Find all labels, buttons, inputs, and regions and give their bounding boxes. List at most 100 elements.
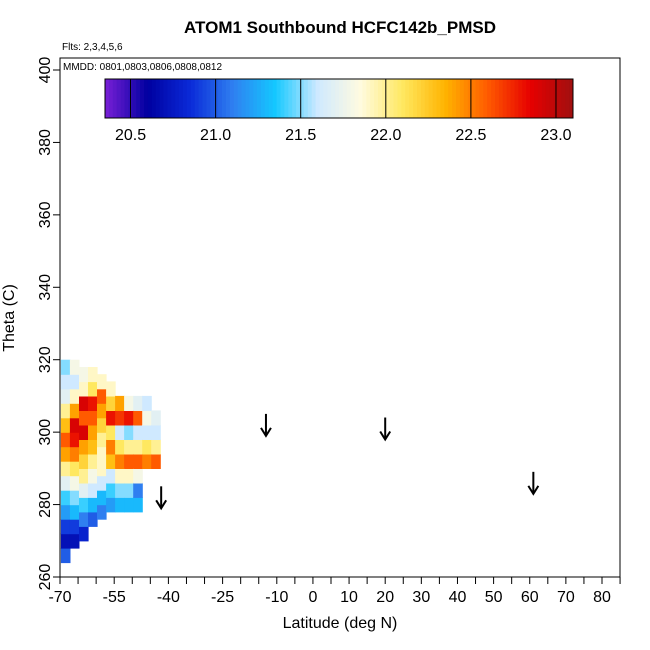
colorbar-swatch bbox=[198, 79, 203, 118]
colorbar-swatch bbox=[311, 79, 317, 118]
x-tick-label: 70 bbox=[557, 589, 575, 606]
heatmap-cell bbox=[60, 490, 71, 506]
x-tick-label: 60 bbox=[521, 589, 539, 606]
colorbar-swatch bbox=[159, 79, 164, 118]
arrow-marker bbox=[527, 471, 540, 496]
heatmap-cell bbox=[88, 511, 98, 527]
heatmap-cell bbox=[124, 453, 134, 469]
heatmap-cell bbox=[79, 482, 89, 498]
heatmap-cell bbox=[133, 439, 143, 455]
heatmap-cell bbox=[60, 446, 71, 462]
heatmap-cell bbox=[88, 367, 98, 383]
heatmap-cell bbox=[142, 410, 152, 426]
colorbar-swatch bbox=[374, 79, 379, 118]
colorbar-swatch bbox=[463, 79, 469, 118]
heatmap-cell bbox=[97, 461, 107, 477]
heatmap-cell bbox=[79, 526, 89, 542]
colorbar-swatch bbox=[354, 79, 359, 118]
x-tick-label: -70 bbox=[48, 589, 71, 606]
y-tick-label: 320 bbox=[37, 346, 54, 373]
colorbar-swatch bbox=[565, 79, 570, 118]
colorbar-swatch bbox=[120, 79, 125, 118]
colorbar-swatch bbox=[506, 79, 512, 118]
colorbar-swatch bbox=[237, 79, 242, 118]
heatmap-cell bbox=[142, 453, 152, 469]
colorbar-swatch bbox=[467, 79, 473, 118]
heatmap-cell bbox=[106, 410, 116, 426]
colorbar-swatch bbox=[151, 79, 157, 118]
y-tick-label: 400 bbox=[37, 57, 54, 84]
colorbar-swatch bbox=[245, 79, 250, 118]
colorbar-swatch bbox=[323, 79, 328, 118]
heatmap-cell bbox=[69, 388, 80, 404]
colorbar-swatch bbox=[432, 79, 437, 118]
y-tick-label: 300 bbox=[37, 419, 54, 446]
heatmap-cell bbox=[69, 490, 80, 506]
y-tick-label: 380 bbox=[37, 129, 54, 156]
colorbar-swatch bbox=[510, 79, 515, 118]
colorbar-swatch bbox=[229, 79, 235, 118]
colorbar-swatch bbox=[381, 79, 387, 118]
heatmap-cell bbox=[69, 359, 80, 375]
colorbar-swatch bbox=[342, 79, 348, 118]
colorbar-swatch bbox=[264, 79, 270, 118]
colorbar-swatch bbox=[206, 79, 211, 118]
heatmap-cell bbox=[69, 432, 80, 448]
heatmap-cell bbox=[115, 410, 125, 426]
colorbar-swatch bbox=[261, 79, 266, 118]
heatmap-cell bbox=[79, 410, 89, 426]
colorbar-swatch bbox=[549, 79, 554, 118]
colorbar-swatch bbox=[483, 79, 488, 118]
colorbar-swatch bbox=[366, 79, 371, 118]
colorbar-swatch bbox=[155, 79, 161, 118]
heatmap-cell bbox=[88, 453, 98, 469]
colorbar-swatch bbox=[545, 79, 551, 118]
axes: -70 -55 -40 -25 -10 0 10 20 30 40 50 60 70 80 260 280 30… bbox=[37, 57, 621, 606]
colorbar-swatch bbox=[491, 79, 496, 118]
x-tick-label: 20 bbox=[376, 589, 394, 606]
heatmap-cell bbox=[97, 446, 107, 462]
colorbar-swatch bbox=[534, 79, 539, 118]
plot-frame bbox=[59, 57, 621, 578]
colorbar-swatch bbox=[108, 79, 114, 118]
heatmap-cell bbox=[151, 410, 161, 426]
y-tick-label: 360 bbox=[37, 201, 54, 228]
heatmap-cell bbox=[79, 367, 89, 383]
colorbar-swatch bbox=[171, 79, 176, 118]
colorbar-swatch bbox=[459, 79, 465, 118]
colorbar-swatch bbox=[487, 79, 492, 118]
flights-label: Flts: 2,3,4,5,6 bbox=[62, 42, 123, 53]
y-axis-label: Theta (C) bbox=[1, 284, 18, 352]
colorbar-swatch bbox=[440, 79, 445, 118]
colorbar-swatch bbox=[300, 79, 305, 118]
colorbar-swatch bbox=[335, 79, 340, 118]
heatmap-cell bbox=[97, 504, 107, 520]
heatmap-cell bbox=[133, 482, 143, 498]
colorbar-swatch bbox=[307, 79, 313, 118]
colorbar-swatch bbox=[475, 79, 480, 118]
colorbar-tick-label: 21.5 bbox=[285, 127, 316, 144]
colorbar-swatch bbox=[502, 79, 508, 118]
colorbar-swatch bbox=[424, 79, 430, 118]
colorbar-swatch bbox=[257, 79, 262, 118]
heatmap-cell bbox=[124, 410, 134, 426]
colorbar-swatch bbox=[417, 79, 422, 118]
colorbar-swatch bbox=[378, 79, 383, 118]
heatmap-cell bbox=[115, 497, 125, 513]
colorbar-swatch bbox=[194, 79, 200, 118]
colorbar-swatch bbox=[452, 79, 457, 118]
heatmap-cell bbox=[142, 424, 152, 440]
x-axis-label: Latitude (deg N) bbox=[282, 615, 398, 632]
heatmap-cell bbox=[60, 359, 71, 375]
colorbar-swatch bbox=[179, 79, 184, 118]
x-tick-label: 40 bbox=[449, 589, 467, 606]
colorbar-swatch bbox=[346, 79, 352, 118]
y-tick-label: 260 bbox=[37, 564, 54, 591]
x-tick-label: 30 bbox=[412, 589, 430, 606]
heatmap-cell bbox=[115, 439, 125, 455]
colorbar-swatch bbox=[124, 79, 129, 118]
colorbar-swatch bbox=[498, 79, 504, 118]
colorbar-swatch bbox=[186, 79, 192, 118]
x-tick-label: 50 bbox=[485, 589, 503, 606]
heatmap-cell bbox=[106, 424, 116, 440]
